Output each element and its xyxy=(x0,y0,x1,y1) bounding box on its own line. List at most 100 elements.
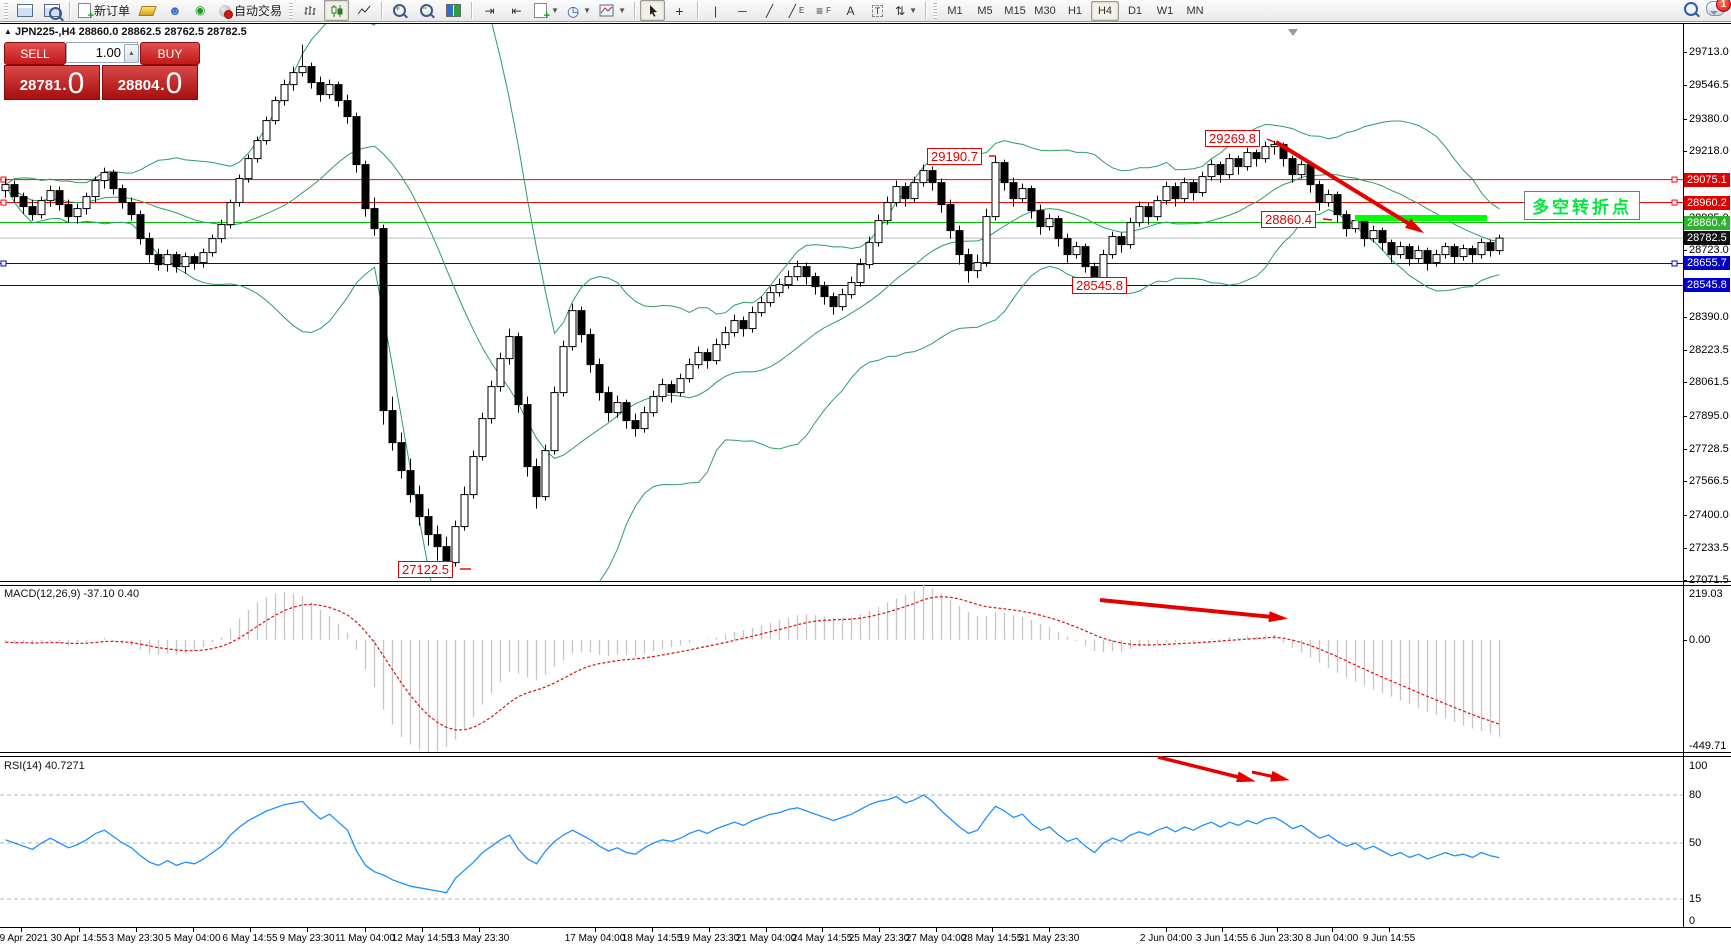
chevron-down-icon: ▼ xyxy=(618,6,627,15)
text-tool-button[interactable]: A xyxy=(838,0,863,21)
bar-chart-button[interactable] xyxy=(297,0,322,21)
macd-panel[interactable] xyxy=(0,585,1683,752)
chart-macd-separator[interactable] xyxy=(0,581,1731,586)
indicators-button[interactable]: ▼ xyxy=(531,0,562,21)
volume-up-button[interactable]: ▲ xyxy=(124,44,139,63)
time-tick xyxy=(1332,928,1333,932)
candle xyxy=(1000,162,1009,184)
new-chart-button[interactable] xyxy=(12,0,37,21)
arrows-tool-button[interactable]: ⇅ ▼ xyxy=(892,0,920,21)
toolbar-grip[interactable] xyxy=(933,2,937,19)
timeframe-mn[interactable]: MN xyxy=(1186,4,1204,17)
templates-button[interactable]: ▼ xyxy=(596,0,629,21)
candle xyxy=(136,214,145,240)
price-annotation-28545.8[interactable]: 28545.8 xyxy=(1072,277,1127,294)
timeframe-m5[interactable]: M5 xyxy=(977,4,993,17)
price-annotation-28860.4[interactable]: 28860.4 xyxy=(1261,211,1316,228)
green-zone-line xyxy=(1355,215,1487,221)
timeframe-w1[interactable]: W1 xyxy=(1156,4,1174,17)
toolbar-grip[interactable] xyxy=(289,2,294,19)
sell-price-button[interactable]: 28781 . 0 xyxy=(4,65,100,100)
signals-button[interactable]: ◉ xyxy=(189,0,214,21)
timeframe-h4[interactable]: H4 xyxy=(1091,0,1119,21)
zoom-in-button[interactable]: + xyxy=(387,0,412,21)
price-annotation-27122.5[interactable]: 27122.5 xyxy=(398,561,453,578)
new-order-button[interactable]: 新订单 xyxy=(75,0,133,21)
time-label: 18 May 14:55 xyxy=(621,933,683,944)
timeframe-m30[interactable]: M30 xyxy=(1034,4,1056,17)
candle xyxy=(478,418,487,458)
candlestick-chart-button[interactable] xyxy=(324,0,350,21)
candle xyxy=(541,450,550,498)
macd-axis-label: 0.00 xyxy=(1689,633,1711,646)
chart-shift-button[interactable]: ⇤ xyxy=(504,0,529,21)
candle xyxy=(154,254,163,266)
candle xyxy=(595,364,604,394)
chat-icon[interactable]: 1 xyxy=(1706,0,1731,16)
price-badge[interactable]: 28860.4 xyxy=(1684,215,1730,230)
timeframe-d1[interactable]: D1 xyxy=(1127,4,1143,17)
time-tick xyxy=(307,928,308,932)
one-click-trading-panel: SELL ▼ 1.00 ▲ BUY 28781 . 0 28804 . 0 xyxy=(2,42,200,100)
hline-tool-button[interactable]: ─ xyxy=(730,0,755,21)
main-chart-plot[interactable] xyxy=(0,24,1683,581)
zoom-out-button[interactable]: − xyxy=(414,0,439,21)
fibonacci-icon: ≡ xyxy=(816,3,824,18)
candle xyxy=(280,84,289,102)
candle xyxy=(397,442,406,472)
timeframe-h1[interactable]: H1 xyxy=(1067,4,1083,17)
price-badge[interactable]: 28545.8 xyxy=(1684,278,1730,293)
price-tick-label: 29713.0 xyxy=(1689,46,1729,58)
trader-button[interactable]: ☻ xyxy=(162,0,187,21)
macd-label: MACD(12,26,9) -37.10 0.40 xyxy=(4,588,140,600)
trend-arrow[interactable] xyxy=(1274,140,1421,232)
vline-tool-button[interactable]: | xyxy=(703,0,728,21)
fibonacci-tool-button[interactable]: ≡ F xyxy=(811,0,836,21)
timeframe-m15[interactable]: M15 xyxy=(1004,4,1026,17)
macd-arrow[interactable] xyxy=(1099,598,1283,620)
buy-button[interactable]: BUY xyxy=(140,42,200,65)
candle xyxy=(523,404,532,468)
tick-chart-button[interactable] xyxy=(39,0,64,21)
price-tick-label: 27071.5 xyxy=(1689,574,1729,587)
candle xyxy=(1099,254,1108,280)
price-badge[interactable]: 28960.2 xyxy=(1684,195,1730,210)
price-annotation-29269.8[interactable]: 29269.8 xyxy=(1205,130,1260,147)
toolbar-grip[interactable] xyxy=(4,2,8,19)
gold-chart-button[interactable] xyxy=(135,0,160,21)
line-chart-button[interactable] xyxy=(351,0,376,21)
price-badge[interactable]: 29075.1 xyxy=(1684,172,1730,187)
volume-input[interactable]: 1.00 xyxy=(66,42,138,63)
trendline-tool-button[interactable]: ╱ xyxy=(757,0,782,21)
auto-scroll-button[interactable]: ⇥ xyxy=(477,0,502,21)
sell-price-dot: . xyxy=(62,77,67,94)
candle xyxy=(208,238,217,254)
tile-windows-button[interactable] xyxy=(441,0,466,21)
cursor-tool-button[interactable] xyxy=(640,0,666,21)
price-annotation-29190.7[interactable]: 29190.7 xyxy=(927,148,982,165)
rsi-panel[interactable] xyxy=(0,756,1683,927)
candle xyxy=(1441,246,1450,256)
candle xyxy=(739,320,748,330)
crosshair-tool-button[interactable]: + xyxy=(667,0,692,21)
search-icon[interactable] xyxy=(1684,1,1698,16)
collapse-trade-panel-icon[interactable]: ▲ xyxy=(4,27,12,36)
time-tick xyxy=(21,928,22,932)
turning-point-note[interactable]: 多空转折点 xyxy=(1524,191,1640,220)
periods-button[interactable]: ◷ ▼ xyxy=(564,0,594,21)
time-tick xyxy=(365,928,366,932)
channel-tool-button[interactable]: ╱ E xyxy=(784,0,809,21)
time-label: 5 May 04:00 xyxy=(165,933,221,944)
rsi-arrow[interactable] xyxy=(1157,756,1251,782)
time-label: 12 May 14:55 xyxy=(391,933,453,944)
notification-badge[interactable]: 1 xyxy=(1716,0,1731,12)
candle xyxy=(1414,250,1423,260)
autotrading-button[interactable]: 自动交易 xyxy=(216,0,285,21)
bb-lower xyxy=(5,184,1500,581)
macd-rsi-separator[interactable] xyxy=(0,752,1731,757)
label-tool-button[interactable]: T xyxy=(865,0,890,21)
buy-price-button[interactable]: 28804 . 0 xyxy=(102,65,198,100)
sell-button[interactable]: SELL xyxy=(4,42,66,65)
price-badge[interactable]: 28655.7 xyxy=(1684,256,1730,271)
timeframe-m1[interactable]: M1 xyxy=(947,4,963,17)
